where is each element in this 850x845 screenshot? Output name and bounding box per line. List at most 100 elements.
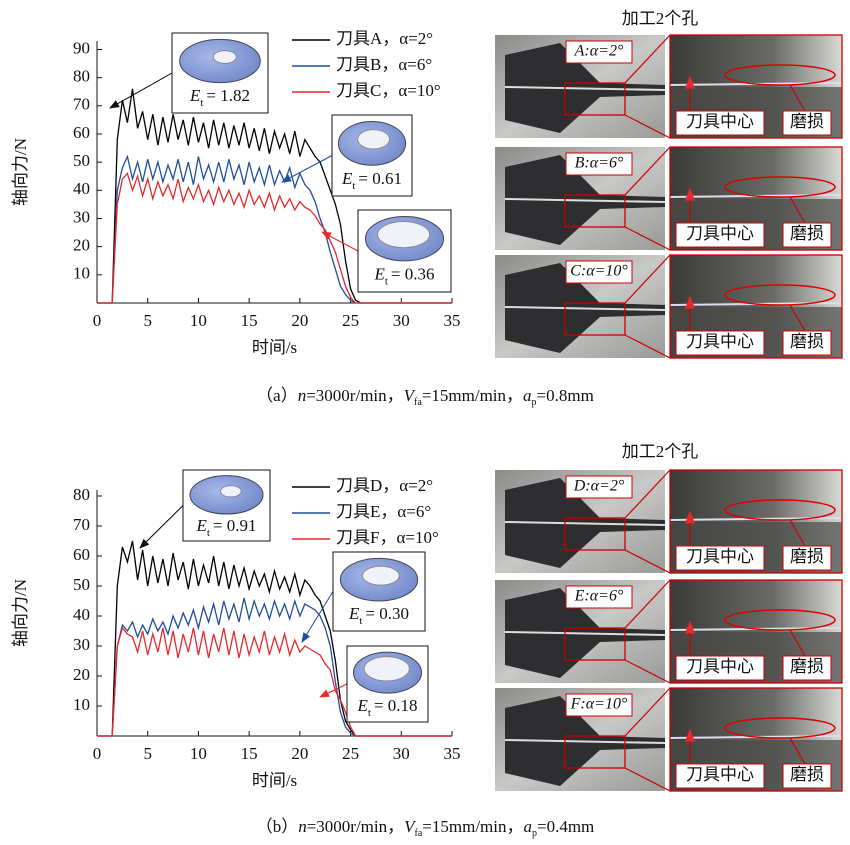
photo-label-box [565,152,633,176]
zoom-link [624,146,671,196]
tool-edge [504,86,666,91]
wear-label: 磨损 [790,657,824,676]
caption-part: V [404,817,417,836]
callout-arrow [139,505,184,549]
callout-symbol: E [195,516,207,535]
wear-mark [724,609,836,631]
caption-part: =3000r/min， [306,386,403,405]
wear-label: 磨损 [790,332,824,351]
legend-label: 刀具C，α=10° [336,81,441,100]
x-tick-label: 0 [93,311,102,330]
wear-label: 磨损 [790,765,824,784]
photo-title: 加工2个孔 [622,9,699,28]
y-tick-label: 90 [73,38,90,57]
zoom-box [564,302,626,336]
y-tick-label: 50 [73,151,90,170]
zoom-link [624,226,671,251]
wear-mark [724,284,836,306]
callout-subscript: t [200,97,203,109]
x-tick-label: 20 [291,311,308,330]
zoom-frame [669,687,843,792]
y-tick-label: 20 [73,665,90,684]
x-axis-label: 时间/s [252,338,297,357]
center-label: 刀具中心 [686,332,754,351]
caption-part: n [298,817,307,836]
x-tick-label: 30 [393,311,410,330]
wear-arrow [789,196,806,224]
center-label-box [675,222,765,248]
caption-part: fa [414,397,422,408]
callout-label: Et = 0.91 [195,516,256,539]
zoom-box [564,517,626,551]
center-label-box [675,110,765,136]
callout-label: Et = 0.30 [348,604,409,627]
callout-symbol: E [348,604,360,623]
legend-label: 刀具F，α=10° [336,528,439,547]
legend-label: 刀具D，α=2° [336,476,433,495]
caption-part: =15mm/min， [422,817,523,836]
photo-label-box [565,475,633,499]
y-tick-label: 30 [73,635,90,654]
callout-arrow [109,72,173,109]
wear-label-box [782,763,832,789]
x-tick-label: 0 [93,744,102,763]
caption-part: p [532,397,537,408]
x-tick-label: 10 [190,311,207,330]
photo-label: F:α=10° [570,696,628,713]
series-line [97,597,452,737]
y-tick-label: 40 [73,605,90,624]
tool-edge [504,739,666,744]
callout-arrow [321,231,359,252]
zoom-frame [669,254,843,359]
zoom-frame [669,469,843,574]
photo-label-box [565,260,633,284]
zoom-box [564,194,626,228]
caption-part: =0.8mm [537,386,594,405]
zoom-link [624,34,671,84]
wear-label-box [782,110,832,136]
callout-value: = 0.91 [213,516,257,535]
caption: （b）n=3000r/min，Vfa=15mm/min，ap=0.4mm [256,817,595,839]
y-axis-label: 轴向力/N [11,579,30,647]
caption-part: fa [415,828,423,839]
center-label: 刀具中心 [686,657,754,676]
y-tick-label: 60 [73,545,90,564]
center-label-box [675,655,765,681]
wear-mark [724,717,836,739]
series-line [97,172,452,304]
callout-symbol: E [189,86,201,105]
legend-label: 刀具A，α=2° [336,29,433,48]
center-label-box [675,545,765,571]
photo-label: B:α=6° [575,155,624,172]
callout-value: = 1.82 [206,86,250,105]
tool-edge [504,306,666,311]
y-tick-label: 80 [73,67,90,86]
y-tick-label: 30 [73,207,90,226]
legend-label: 刀具B，α=6° [336,55,432,74]
center-label: 刀具中心 [686,112,754,131]
y-tick-label: 50 [73,575,90,594]
caption-part: a [524,817,533,836]
callout-label: Et = 0.18 [356,696,417,719]
x-tick-label: 30 [393,744,410,763]
callout-arrow [319,683,348,698]
zoom-link [624,549,671,574]
wear-area [219,485,242,498]
wear-mark [724,499,836,521]
callout-subscript: t [359,615,362,627]
wear-area [357,129,391,150]
wear-arrow [789,304,806,332]
zoom-link [624,767,671,792]
legend-label: 刀具E，α=6° [336,502,431,521]
center-label-box [675,330,765,356]
caption-part: n [298,386,307,405]
y-tick-label: 10 [73,695,90,714]
x-tick-label: 5 [143,744,152,763]
wear-arrow [789,84,806,112]
caption-part: p [532,828,537,839]
wear-area [361,565,400,586]
callout-subscript: t [207,526,210,538]
series-line [97,154,452,304]
wear-label-box [782,545,832,571]
